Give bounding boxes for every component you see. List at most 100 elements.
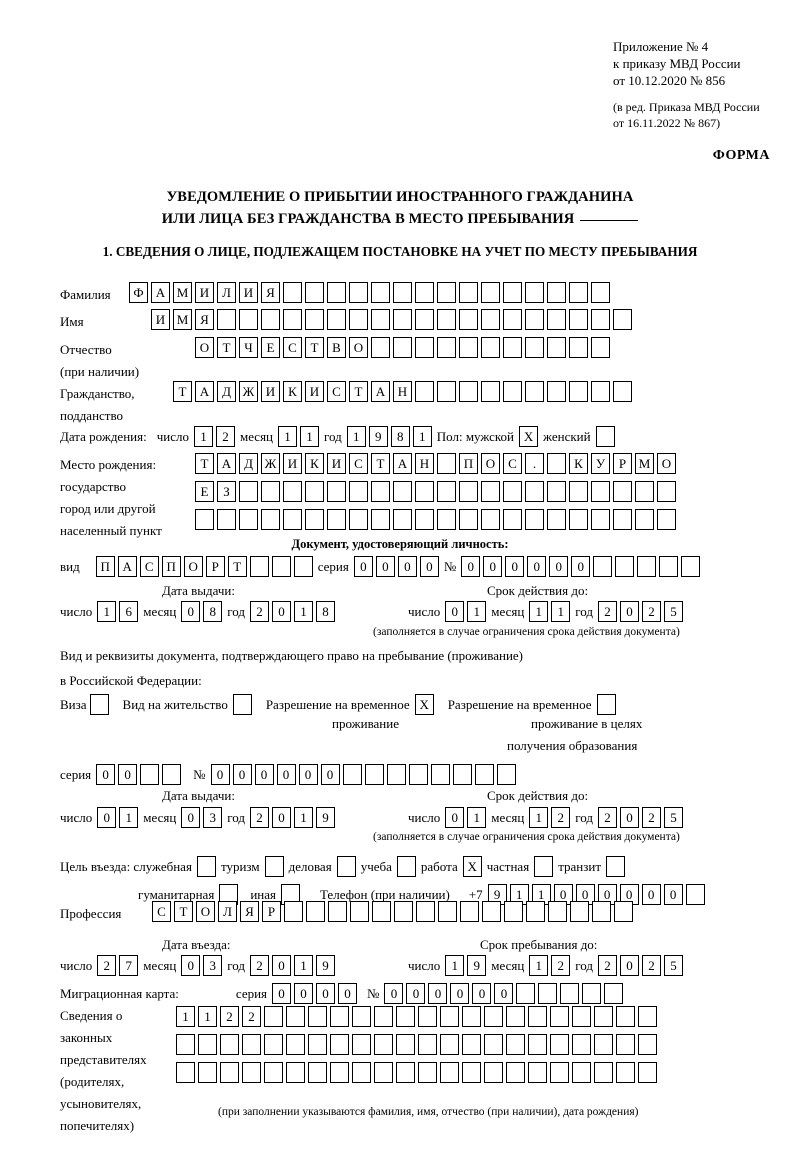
char-box[interactable] <box>685 884 705 905</box>
char-box[interactable]: Н <box>393 381 412 402</box>
char-box[interactable] <box>396 1034 415 1055</box>
char-box[interactable]: И <box>239 282 258 303</box>
char-box[interactable] <box>306 901 325 922</box>
char-box[interactable] <box>452 764 472 785</box>
char-box[interactable] <box>261 309 280 330</box>
char-box[interactable]: 0 <box>384 983 404 1004</box>
purpose-private-checkbox[interactable] <box>534 856 554 877</box>
char-box[interactable]: Р <box>262 901 281 922</box>
char-box[interactable]: 9 <box>316 955 336 976</box>
char-box[interactable] <box>462 1062 481 1083</box>
char-box[interactable] <box>437 381 456 402</box>
char-box[interactable]: 0 <box>428 983 448 1004</box>
char-box[interactable]: 2 <box>242 1006 261 1027</box>
char-box[interactable] <box>504 901 523 922</box>
char-box[interactable]: Т <box>217 337 236 358</box>
char-box[interactable]: 0 <box>272 955 292 976</box>
char-box[interactable]: 9 <box>467 955 487 976</box>
char-box[interactable]: 8 <box>316 601 336 622</box>
char-box[interactable] <box>637 556 657 577</box>
char-box[interactable]: 1 <box>467 601 487 622</box>
char-box[interactable] <box>364 764 384 785</box>
char-box[interactable] <box>349 509 368 530</box>
char-box[interactable]: Л <box>218 901 237 922</box>
title-blank-line[interactable] <box>580 220 639 221</box>
char-box[interactable] <box>681 556 701 577</box>
char-box[interactable]: 0 <box>419 556 439 577</box>
char-box[interactable] <box>330 1034 349 1055</box>
char-box[interactable] <box>437 337 456 358</box>
visa-checkbox[interactable] <box>89 694 109 715</box>
char-box[interactable] <box>591 282 610 303</box>
char-box[interactable] <box>569 282 588 303</box>
char-box[interactable]: И <box>261 381 280 402</box>
char-box[interactable]: 2 <box>642 807 662 828</box>
char-box[interactable] <box>438 901 457 922</box>
char-box[interactable]: 0 <box>527 556 547 577</box>
char-box[interactable]: 0 <box>320 764 340 785</box>
char-box[interactable] <box>415 509 434 530</box>
char-box[interactable]: О <box>657 453 676 474</box>
sex-male-checkbox[interactable]: X <box>519 426 539 447</box>
char-box[interactable] <box>396 1006 415 1027</box>
char-box[interactable] <box>217 509 236 530</box>
char-box[interactable] <box>569 337 588 358</box>
char-box[interactable]: 1 <box>294 955 314 976</box>
char-box[interactable]: О <box>195 337 214 358</box>
char-box[interactable]: 1 <box>346 426 366 447</box>
char-box[interactable]: 1 <box>529 601 549 622</box>
char-box[interactable] <box>547 309 566 330</box>
char-box[interactable]: Ж <box>239 381 258 402</box>
char-box[interactable]: В <box>327 337 346 358</box>
char-box[interactable] <box>283 282 302 303</box>
char-box[interactable]: 2 <box>642 601 662 622</box>
char-box[interactable]: 0 <box>641 884 661 905</box>
purpose-work-checkbox[interactable]: X <box>462 856 482 877</box>
char-box[interactable]: Я <box>261 282 280 303</box>
char-box[interactable]: Т <box>305 337 324 358</box>
purpose-business-checkbox[interactable] <box>336 856 356 877</box>
char-box[interactable] <box>327 481 346 502</box>
char-box[interactable] <box>386 764 406 785</box>
char-box[interactable]: 8 <box>203 601 223 622</box>
char-box[interactable] <box>308 1006 327 1027</box>
char-box[interactable]: А <box>151 282 170 303</box>
purpose-official-checkbox[interactable] <box>196 856 216 877</box>
char-box[interactable]: Т <box>227 556 247 577</box>
char-box[interactable] <box>283 309 302 330</box>
char-box[interactable] <box>393 337 412 358</box>
purpose-study-checkbox[interactable] <box>396 856 416 877</box>
char-box[interactable] <box>249 556 269 577</box>
char-box[interactable] <box>305 282 324 303</box>
char-box[interactable] <box>283 481 302 502</box>
char-box[interactable]: И <box>305 381 324 402</box>
char-box[interactable] <box>239 309 258 330</box>
char-box[interactable]: 2 <box>220 1006 239 1027</box>
char-box[interactable] <box>349 309 368 330</box>
char-box[interactable] <box>140 764 160 785</box>
char-box[interactable] <box>570 901 589 922</box>
char-box[interactable] <box>594 1034 613 1055</box>
char-box[interactable]: 7 <box>119 955 139 976</box>
purpose-transit-checkbox[interactable] <box>606 856 626 877</box>
char-box[interactable]: 8 <box>390 426 410 447</box>
char-box[interactable] <box>525 309 544 330</box>
legal-rep-row-2[interactable] <box>176 1034 657 1055</box>
char-box[interactable]: 0 <box>663 884 683 905</box>
char-box[interactable] <box>506 1062 525 1083</box>
char-box[interactable] <box>503 509 522 530</box>
char-box[interactable]: Н <box>415 453 434 474</box>
char-box[interactable] <box>569 509 588 530</box>
char-box[interactable] <box>613 309 632 330</box>
char-box[interactable]: 0 <box>254 764 274 785</box>
char-box[interactable] <box>525 337 544 358</box>
char-box[interactable]: 2 <box>551 807 571 828</box>
